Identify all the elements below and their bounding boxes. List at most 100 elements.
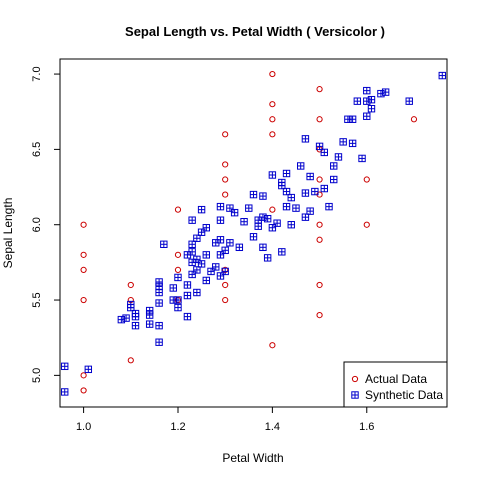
synthetic-point (259, 243, 267, 252)
synthetic-point (197, 205, 206, 214)
synthetic-point (216, 202, 225, 211)
synthetic-point (249, 233, 258, 241)
synthetic-point (188, 248, 196, 256)
actual-point (316, 116, 323, 123)
synthetic-point (155, 321, 163, 330)
synthetic-point (259, 192, 267, 200)
actual-point (316, 86, 323, 93)
synthetic-point (155, 299, 163, 307)
actual-point (269, 206, 276, 213)
actual-point (363, 176, 370, 183)
synthetic-point (330, 162, 338, 170)
y-axis-label: Sepal Length (1, 198, 15, 269)
synthetic-point (367, 95, 376, 104)
synthetic-point (367, 105, 376, 113)
synthetic-point (216, 236, 225, 244)
actual-point (410, 116, 418, 123)
synthetic-point (226, 204, 234, 212)
synthetic-point (240, 218, 248, 226)
legend-marker-synthetic (351, 391, 359, 399)
actual-point (222, 296, 229, 304)
synthetic-point (245, 204, 253, 212)
actual-point (80, 387, 87, 394)
synthetic-point (306, 207, 314, 215)
synthetic-point (84, 365, 93, 374)
actual-point (80, 372, 87, 379)
x-tick-label: 1.6 (359, 421, 374, 433)
synthetic-point (216, 272, 225, 280)
synthetic-point (268, 171, 277, 179)
synthetic-point (122, 314, 130, 322)
synthetic-point (131, 309, 140, 318)
synthetic-point (188, 270, 196, 279)
synthetic-point (197, 228, 206, 236)
legend-box (343, 361, 448, 408)
synthetic-point (339, 138, 347, 146)
synthetic-point (249, 190, 258, 199)
synthetic-point (155, 338, 163, 346)
synthetic-point (301, 135, 310, 143)
synthetic-point (377, 89, 385, 98)
synthetic-point (193, 288, 201, 297)
x-tick-label: 1.4 (265, 421, 280, 433)
synthetic-point (301, 213, 310, 221)
synthetic-point (193, 234, 201, 242)
actual-point (316, 221, 323, 228)
synthetic-point (381, 88, 390, 96)
synthetic-point (311, 187, 319, 196)
synthetic-point (287, 221, 295, 229)
y-tick-label: 5.5 (31, 292, 43, 307)
actual-point (316, 281, 323, 289)
y-tick-label: 7.0 (31, 66, 43, 81)
synthetic-point (320, 184, 328, 193)
x-tick-label: 1.0 (76, 421, 91, 433)
y-tick-label: 6.5 (31, 142, 43, 157)
synthetic-point (216, 216, 225, 224)
synthetic-point (193, 266, 201, 274)
actual-point (222, 161, 229, 168)
x-tick-label: 1.2 (170, 421, 185, 433)
synthetic-point (268, 224, 277, 232)
synthetic-point (174, 296, 182, 304)
actual-point (174, 266, 182, 274)
synthetic-point (174, 273, 182, 282)
x-axis-label: Petal Width (222, 451, 283, 465)
series-synthetic (61, 71, 446, 396)
plot-frame (59, 58, 448, 408)
actual-point (174, 206, 182, 213)
synthetic-point (259, 213, 267, 221)
synthetic-point (202, 251, 211, 259)
actual-point (363, 221, 370, 228)
synthetic-point (230, 208, 239, 217)
chart-title: Sepal Length vs. Petal Width ( Versicolo… (125, 24, 385, 39)
synthetic-point (188, 216, 196, 224)
actual-point (80, 296, 87, 304)
synthetic-point (145, 306, 154, 315)
synthetic-point (278, 248, 286, 256)
synthetic-point (296, 162, 305, 170)
synthetic-point (353, 97, 362, 105)
synthetic-point (174, 303, 182, 312)
synthetic-point (188, 240, 196, 248)
synthetic-point (193, 255, 201, 264)
synthetic-point (325, 202, 333, 211)
synthetic-point (202, 276, 211, 285)
synthetic-point (169, 284, 177, 292)
y-axis: 5.0 5.5 6.0 6.5 7.0 (31, 66, 60, 383)
synthetic-point (212, 263, 220, 271)
synthetic-point (183, 291, 192, 300)
actual-point (80, 266, 87, 274)
synthetic-point (183, 281, 192, 289)
actual-point (127, 357, 134, 364)
synthetic-point (301, 189, 310, 197)
synthetic-point (287, 193, 295, 202)
actual-point (222, 176, 229, 183)
synthetic-point (145, 320, 154, 328)
y-tick-label: 6.0 (31, 217, 43, 232)
actual-point (269, 342, 276, 349)
synthetic-point (197, 260, 206, 268)
synthetic-point (282, 187, 291, 196)
synthetic-point (278, 178, 286, 187)
x-axis: 1.0 1.2 1.4 1.6 (76, 407, 374, 433)
